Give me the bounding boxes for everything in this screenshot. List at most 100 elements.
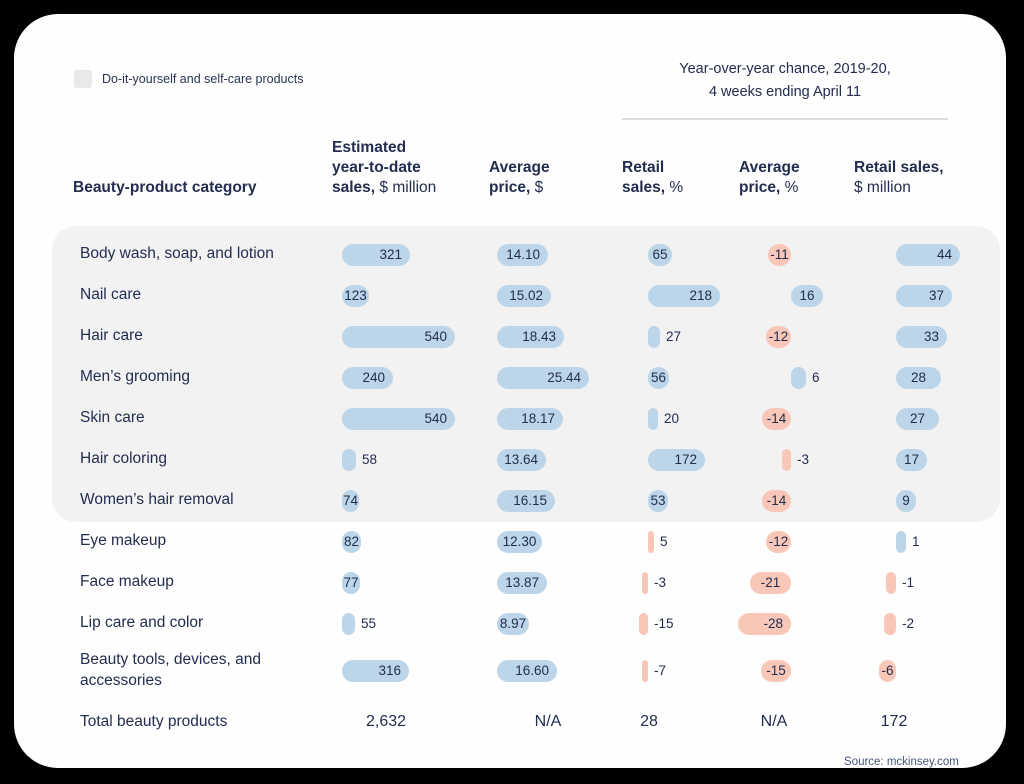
bar-pill: 321: [342, 243, 410, 266]
bar-cell: -12: [729, 530, 869, 554]
bar-cell: 74: [342, 489, 497, 513]
bar-pill: -14: [762, 407, 791, 430]
header-category-label: Beauty-product category: [73, 179, 257, 196]
bar-cell: 6: [729, 366, 869, 390]
bar-cell: 14.10: [497, 243, 624, 267]
total-row-label: Total beauty products: [80, 712, 228, 730]
table-row: Body wash, soap, and lotion 321 14.10 65 -11…: [52, 234, 1000, 275]
bar-cell: -11: [729, 243, 869, 267]
bar-cell: 13.64: [497, 448, 624, 472]
bar-value-label: -14: [766, 410, 787, 426]
bar-pill: 15.02: [497, 284, 551, 307]
bar-pill: [886, 571, 896, 594]
bar-value-label: 28: [910, 369, 927, 385]
bar-value-label: 218: [689, 287, 712, 303]
row-category-label: Hair care: [80, 327, 143, 345]
bar-cell: 540: [342, 407, 497, 431]
bar-cell: 82: [342, 530, 497, 554]
header-ytd-sales: Estimated year-to-date sales, $ million: [332, 138, 436, 198]
data-table: Body wash, soap, and lotion 321 14.10 65 -11…: [52, 226, 1000, 746]
bar-cell: 27: [869, 407, 1000, 431]
header-category: Beauty-product category: [73, 178, 256, 198]
header-retail-sales-pct-unit: %: [665, 179, 684, 196]
table-header: Beauty-product category Estimated year-t…: [52, 132, 1000, 198]
bar-cell: 28: [869, 366, 1000, 390]
bar-cell: 33: [869, 325, 1000, 349]
bar-pill: 316: [342, 660, 409, 682]
bar-value-label: 58: [362, 451, 378, 467]
bar-pill: 13.64: [497, 448, 546, 471]
bar-value-label: 27: [666, 328, 682, 344]
bar-value-label: 5: [660, 533, 668, 549]
bar-pill: -14: [762, 489, 791, 512]
bar-cell: 540: [342, 325, 497, 349]
bar-cell: -6: [869, 659, 1000, 683]
table-row: Beauty tools, devices, and accessories 31…: [52, 644, 1000, 698]
bar-pill: 37: [896, 284, 952, 307]
bar-pill: [642, 660, 648, 682]
bar-value-label: 33: [923, 328, 939, 344]
header-avg-price-line1: Average: [489, 159, 550, 176]
bar-cell: 123: [342, 284, 497, 308]
row-category-label: Skin care: [80, 409, 145, 427]
yoy-annotation-line2: 4 weeks ending April 11: [708, 84, 862, 100]
row-category-label: Beauty tools, devices, and accessories: [80, 651, 261, 689]
bar-cell: -28: [729, 612, 869, 636]
bar-value-label: 18.17: [521, 410, 555, 426]
bar-value-label: -6: [881, 663, 894, 678]
yoy-annotation-line1: Year-over-year chance, 2019-20,: [679, 61, 891, 77]
row-category-label: Men’s grooming: [80, 368, 190, 386]
row-category-label: Body wash, soap, and lotion: [80, 245, 274, 263]
bar-value-label: -2: [902, 615, 915, 631]
bar-cell: 77: [342, 571, 497, 595]
bar-value-label: 77: [343, 574, 359, 590]
table-row: Hair coloring 58 13.64 172 -3 17: [52, 439, 1000, 480]
bar-value-label: 65: [652, 246, 668, 262]
bar-pill: 65: [648, 243, 672, 266]
bar-pill: 28: [896, 366, 941, 389]
bar-pill: -15: [761, 660, 791, 682]
bar-pill: 77: [342, 571, 360, 594]
bar-value-label: 15.02: [509, 287, 543, 303]
bar-value-label: -28: [763, 615, 783, 631]
bar-pill: 16.15: [497, 489, 555, 512]
bar-cell: 12.30: [497, 530, 624, 554]
bar-cell: 18.17: [497, 407, 624, 431]
bar-value-label: 16.15: [513, 492, 547, 508]
bar-cell: 9: [869, 489, 1000, 513]
bar-pill: 8.97: [497, 612, 529, 635]
bar-pill: [342, 612, 355, 635]
bar-value-label: -15: [766, 663, 786, 678]
bar-pill: -21: [750, 571, 791, 594]
bar-value-label: 27: [909, 410, 926, 426]
legend-swatch-icon: [74, 70, 92, 88]
row-category-label: Eye makeup: [80, 532, 167, 550]
yoy-divider: [622, 118, 948, 120]
bar-value-label: 14.10: [506, 246, 540, 262]
row-category-label: Face makeup: [80, 573, 174, 591]
bar-value-label: 12.30: [502, 533, 537, 549]
bar-value-label: 321: [379, 246, 402, 262]
bar-value-label: -12: [768, 533, 789, 549]
bar-cell: -7: [624, 659, 729, 683]
bar-cell: -3: [624, 571, 729, 595]
bar-pill: 540: [342, 407, 455, 430]
bar-cell: -14: [729, 407, 869, 431]
bar-value-label: 16: [799, 287, 815, 303]
bar-value-label: 82: [343, 533, 360, 549]
bar-pill: 540: [342, 325, 455, 348]
bar-value-label: 56: [650, 369, 667, 385]
bar-cell: 37: [869, 284, 1000, 308]
bar-cell: 18.43: [497, 325, 624, 349]
bar-value-label: 16.60: [515, 663, 549, 678]
bar-cell: -1: [869, 571, 1000, 595]
bar-pill: 27: [896, 407, 939, 430]
table-row: Lip care and color 55 8.97 -15 -28 -2: [52, 603, 1000, 644]
bar-cell: -15: [729, 659, 869, 683]
bar-cell: -15: [624, 612, 729, 636]
bar-cell: 55: [342, 612, 497, 636]
header-avg-price-unit: $: [530, 179, 544, 196]
header-avg-price-pct-line2: price,: [739, 179, 781, 196]
row-category-label: Hair coloring: [80, 450, 168, 468]
